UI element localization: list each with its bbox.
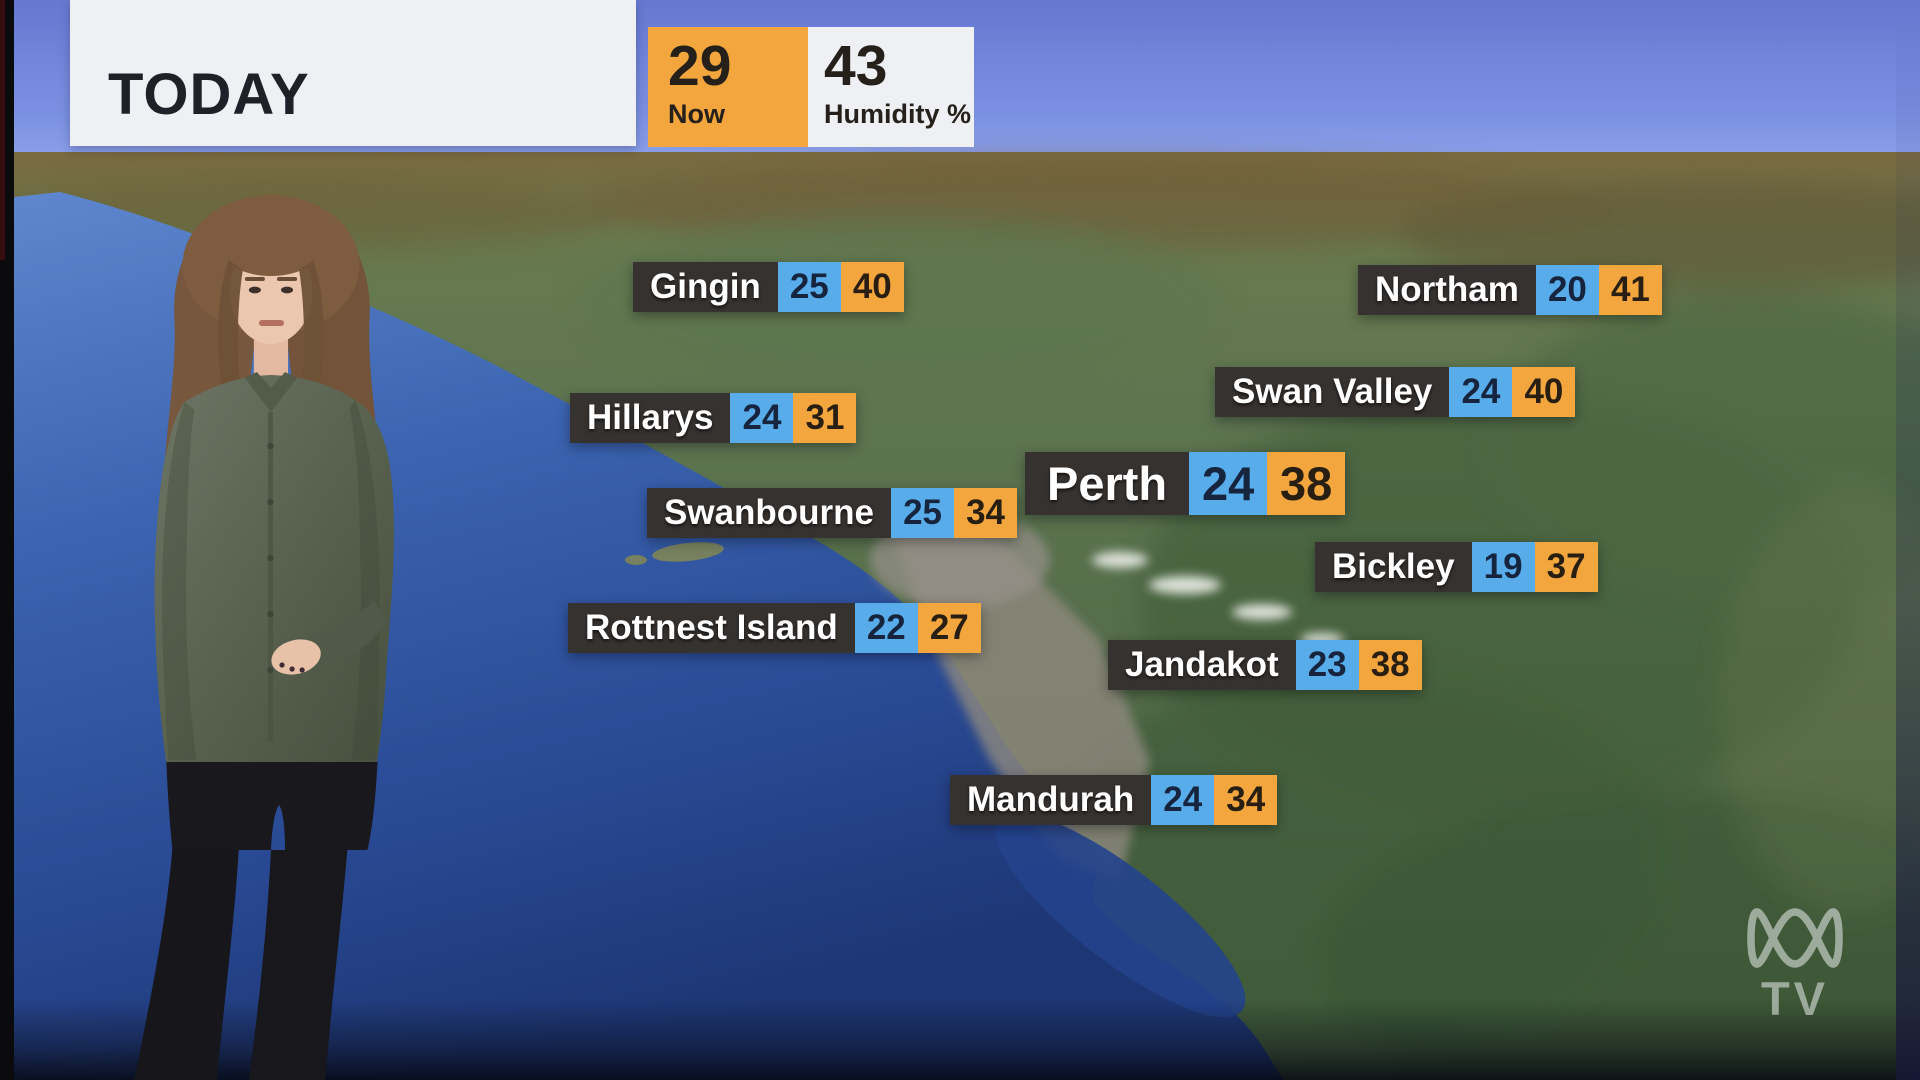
right-wall-edge <box>1896 0 1920 1080</box>
location-name: Perth <box>1025 452 1190 515</box>
location-name: Gingin <box>633 262 778 312</box>
presenter-fringe <box>220 220 322 276</box>
max-temperature: 34 <box>954 488 1018 538</box>
left-frame-bar <box>0 0 14 1080</box>
map-label-jandakot: Jandakot 23 38 <box>1108 640 1422 690</box>
min-temperature: 19 <box>1471 542 1535 592</box>
location-name: Mandurah <box>950 775 1152 825</box>
map-label-bickley: Bickley 19 37 <box>1315 542 1598 592</box>
weather-presenter <box>134 195 394 1080</box>
location-name: Hillarys <box>570 393 731 443</box>
abc-logo-path <box>1747 908 1843 968</box>
max-temperature: 38 <box>1267 452 1346 515</box>
channel-watermark: TV <box>1733 905 1857 1035</box>
map-label-mandurah: Mandurah 24 34 <box>950 775 1278 825</box>
today-panel: TODAY <box>70 0 636 146</box>
presenter-collar <box>244 372 298 412</box>
map-label-perth: Perth 24 38 <box>1025 452 1346 515</box>
max-temperature: 37 <box>1534 542 1598 592</box>
presenter-placket <box>267 412 274 742</box>
presenter-nails <box>279 662 305 673</box>
presenter-features <box>244 277 298 326</box>
min-temperature: 22 <box>854 603 918 653</box>
max-temperature: 38 <box>1358 640 1422 690</box>
location-name: Northam <box>1358 265 1536 315</box>
map-label-rottnest-island: Rottnest Island 22 27 <box>568 603 981 653</box>
max-temperature: 31 <box>793 393 857 443</box>
map-label-northam: Northam 20 41 <box>1358 265 1662 315</box>
humidity-label: Humidity % <box>824 98 972 129</box>
humidity-panel: 43 Humidity % <box>808 27 974 147</box>
location-name: Jandakot <box>1108 640 1296 690</box>
min-temperature: 25 <box>891 488 955 538</box>
watermark-tv-text: TV <box>1760 972 1830 1025</box>
estuary <box>994 812 1246 1018</box>
presenter-forearm <box>299 600 387 670</box>
map-label-gingin: Gingin 25 40 <box>633 262 904 312</box>
now-label: Now <box>668 98 725 129</box>
map-label-swanbourne: Swanbourne 25 34 <box>647 488 1018 538</box>
left-frame-red-sliver <box>0 0 5 260</box>
presenter-trousers <box>134 762 378 1080</box>
min-temperature: 24 <box>1151 775 1215 825</box>
today-title: TODAY <box>108 62 310 127</box>
presenter-sleeve-shading <box>162 400 380 760</box>
min-temperature: 23 <box>1295 640 1359 690</box>
rottnest-island-shape <box>652 542 724 562</box>
clouds <box>1092 552 1344 647</box>
abc-lissajous-logo <box>1747 908 1843 968</box>
map-label-hillarys: Hillarys 24 31 <box>570 393 857 443</box>
map-label-swan-valley: Swan Valley 24 40 <box>1215 367 1576 417</box>
max-temperature: 40 <box>1512 367 1576 417</box>
location-name: Bickley <box>1315 542 1472 592</box>
now-temperature-panel: 29 Now <box>648 27 808 147</box>
small-island-shape <box>625 555 647 565</box>
max-temperature: 41 <box>1598 265 1662 315</box>
location-name: Rottnest Island <box>568 603 855 653</box>
min-temperature: 24 <box>730 393 794 443</box>
min-temperature: 20 <box>1535 265 1599 315</box>
max-temperature: 40 <box>840 262 904 312</box>
location-name: Swan Valley <box>1215 367 1450 417</box>
max-temperature: 27 <box>917 603 981 653</box>
now-temperature-value: 29 <box>668 34 732 98</box>
max-temperature: 34 <box>1214 775 1278 825</box>
presenter-blouse <box>154 375 394 765</box>
humidity-value: 43 <box>824 34 888 98</box>
min-temperature: 25 <box>777 262 841 312</box>
min-temperature: 24 <box>1189 452 1268 515</box>
min-temperature: 24 <box>1449 367 1513 417</box>
location-name: Swanbourne <box>647 488 892 538</box>
